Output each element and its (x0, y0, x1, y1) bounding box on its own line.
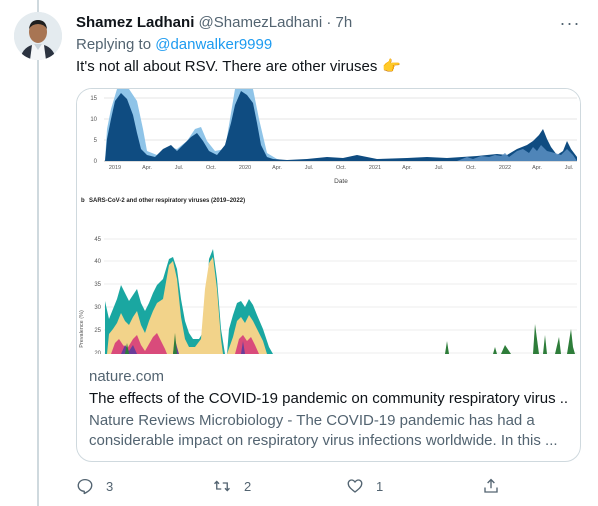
action-bar: 3 2 1 (76, 474, 516, 498)
reply-count: 3 (106, 478, 114, 494)
tweet-text: It's not all about RSV. There are other … (76, 57, 402, 77)
top-x-tick: Oct. (336, 165, 347, 171)
top-x-tick: 2019 (109, 165, 121, 171)
share-button[interactable] (482, 474, 500, 498)
like-count: 1 (376, 478, 384, 494)
author-handle[interactable]: @ShamezLadhani (198, 14, 323, 31)
top-y-tick: 15 (90, 96, 97, 102)
top-x-tick: Jul. (175, 165, 184, 171)
bottom-y-tick: 30 (94, 305, 101, 311)
bottom-y-label: Prevalence (%) (79, 310, 85, 348)
tweet-text-content: It's not all about RSV. There are other … (76, 58, 378, 75)
avatar[interactable] (14, 12, 62, 60)
top-x-tick: Oct. (466, 165, 477, 171)
card-title: The effects of the COVID-19 pandemic on … (89, 390, 569, 407)
top-y-tick: 5 (94, 138, 98, 144)
card-description: Nature Reviews Microbiology - The COVID-… (89, 411, 569, 451)
top-x-tick: Apr. (402, 165, 412, 171)
bottom-y-tick: 35 (94, 282, 101, 288)
thread-line (37, 0, 39, 506)
card-description-line: Nature Reviews Microbiology - The COVID-… (89, 412, 535, 429)
replying-to: Replying to @danwalker9999 (76, 35, 272, 55)
card-domain: nature.com (89, 368, 165, 385)
top-panel: 15 10 5 0 2019 Apr. Jul. Oct. 2020 Apr. (90, 89, 577, 185)
top-x-tick: 2020 (239, 165, 251, 171)
retweet-icon (214, 480, 230, 492)
bottom-y-tick: 40 (94, 259, 101, 265)
card-meta: nature.com The effects of the COVID-19 p… (89, 367, 569, 451)
top-x-tick: Oct. (206, 165, 217, 171)
card-description-line: considerable impact on respiratory virus… (89, 432, 558, 449)
replying-prefix: Replying to (76, 36, 156, 53)
bottom-y-tick: 45 (94, 237, 101, 243)
tweet-time[interactable]: 7h (335, 14, 353, 31)
figure-image: 15 10 5 0 2019 Apr. Jul. Oct. 2020 Apr. (79, 89, 577, 354)
top-x-tick: Apr. (142, 165, 152, 171)
like-button[interactable]: 1 (346, 474, 383, 498)
heart-icon (347, 479, 363, 493)
separator-dot: · (326, 14, 332, 31)
author-name[interactable]: Shamez Ladhani (76, 14, 195, 31)
link-card[interactable]: 15 10 5 0 2019 Apr. Jul. Oct. 2020 Apr. (76, 88, 581, 462)
bottom-panel: 45 40 35 30 25 20 Prevalence (%) (79, 237, 577, 354)
pointing-hand-icon: 👉 (382, 58, 401, 75)
bottom-panel-title: SARS-CoV-2 and other respiratory viruses… (89, 198, 245, 204)
top-x-tick: Jul. (305, 165, 314, 171)
top-x-tick: Jul. (435, 165, 444, 171)
top-x-tick: Apr. (532, 165, 542, 171)
tweet-header: Shamez Ladhani @ShamezLadhani · 7h (76, 13, 352, 33)
top-x-tick: Apr. (272, 165, 282, 171)
avatar-image (14, 12, 62, 60)
bottom-y-tick: 20 (94, 351, 101, 354)
top-x-tick: Jul. (565, 165, 574, 171)
top-x-label: Date (334, 178, 348, 185)
replying-to-link[interactable]: @danwalker9999 (155, 36, 273, 53)
top-x-tick: 2021 (369, 165, 381, 171)
reply-icon (77, 478, 93, 495)
top-x-tick: 2022 (499, 165, 511, 171)
retweet-count: 2 (244, 478, 252, 494)
reply-button[interactable]: 3 (76, 474, 113, 498)
share-icon (484, 478, 498, 493)
bottom-y-tick: 25 (94, 328, 101, 334)
bottom-panel-letter: b (81, 198, 85, 204)
card-image: 15 10 5 0 2019 Apr. Jul. Oct. 2020 Apr. (77, 89, 580, 354)
retweet-button[interactable]: 2 (212, 474, 251, 498)
top-y-tick: 10 (90, 117, 97, 123)
more-options-icon[interactable]: ··· (559, 12, 581, 33)
top-y-tick: 0 (94, 159, 98, 165)
